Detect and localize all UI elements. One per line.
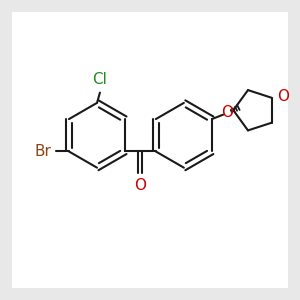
- Text: Br: Br: [34, 144, 51, 159]
- Text: O: O: [221, 105, 233, 120]
- Text: Cl: Cl: [92, 72, 107, 87]
- Text: O: O: [277, 89, 289, 104]
- Text: O: O: [134, 178, 146, 193]
